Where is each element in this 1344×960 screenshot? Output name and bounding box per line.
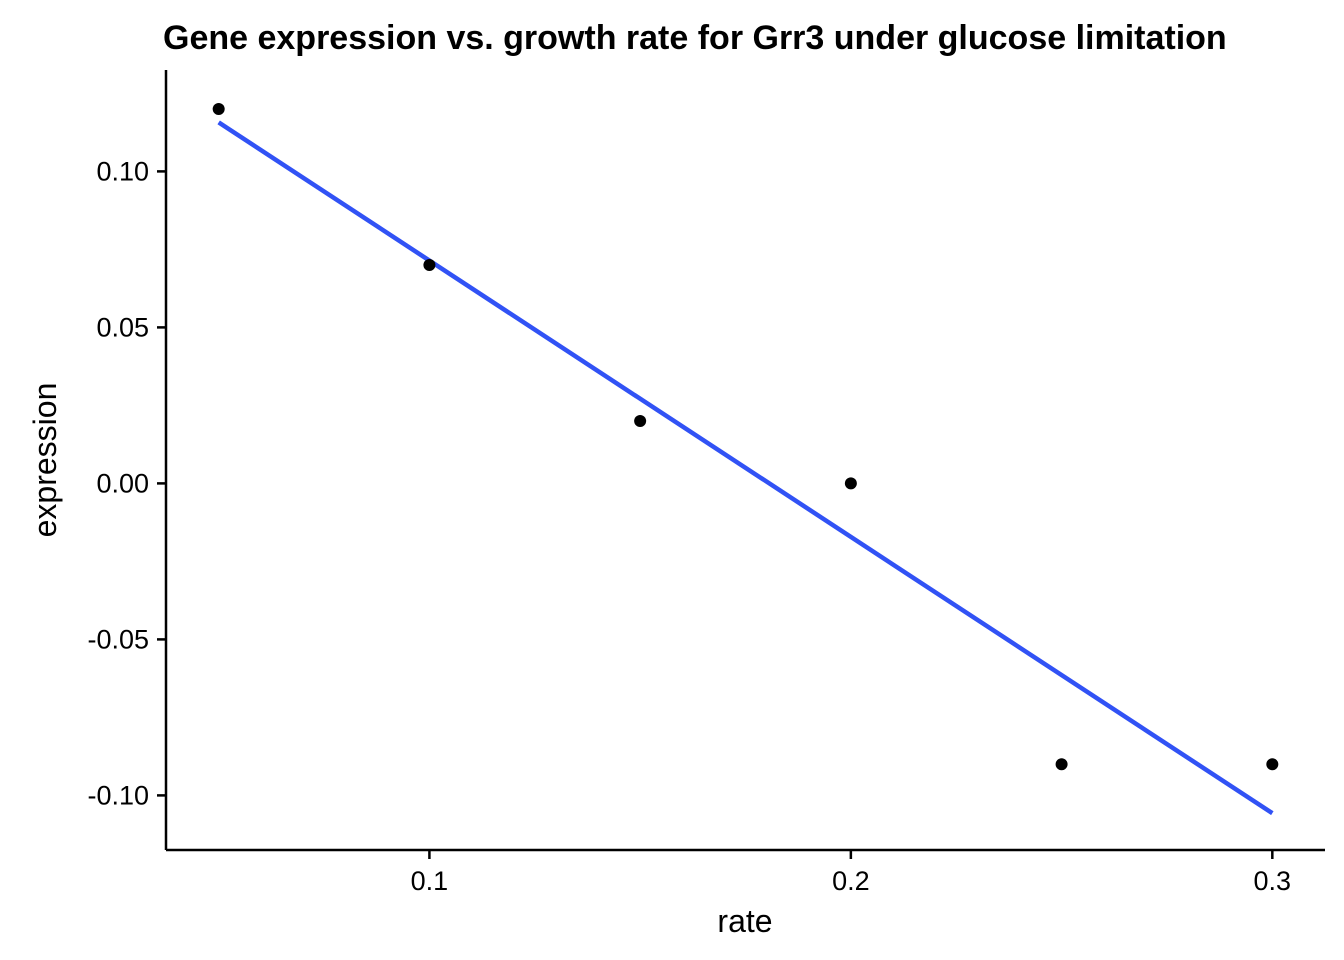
x-tick-label: 0.2: [832, 866, 870, 896]
data-point: [1055, 758, 1068, 771]
trend-line: [217, 120, 1274, 816]
data-point: [1266, 758, 1279, 771]
x-axis-ticks: 0.1 0.2 0.3: [411, 850, 1291, 896]
y-tick-label: 0.05: [96, 312, 149, 342]
data-point: [423, 259, 436, 271]
data-point: [844, 477, 857, 490]
y-tick-label: 0.10: [96, 156, 149, 186]
y-tick-label: 0.00: [96, 468, 149, 498]
chart-title: Gene expression vs. growth rate for Grr3…: [163, 19, 1227, 57]
y-axis-title: expression: [27, 383, 63, 538]
x-axis-title: rate: [717, 903, 772, 939]
data-point: [212, 103, 225, 115]
data-points: [212, 103, 1279, 771]
data-point: [634, 415, 647, 427]
y-tick-label: -0.05: [87, 624, 149, 654]
trend-line-group: [217, 120, 1274, 816]
x-tick-label: 0.3: [1254, 866, 1292, 896]
y-tick-label: -0.10: [87, 780, 149, 810]
x-tick-label: 0.1: [411, 866, 449, 896]
y-axis-ticks: 0.10 0.05 0.00 -0.05 -0.10: [87, 156, 166, 810]
